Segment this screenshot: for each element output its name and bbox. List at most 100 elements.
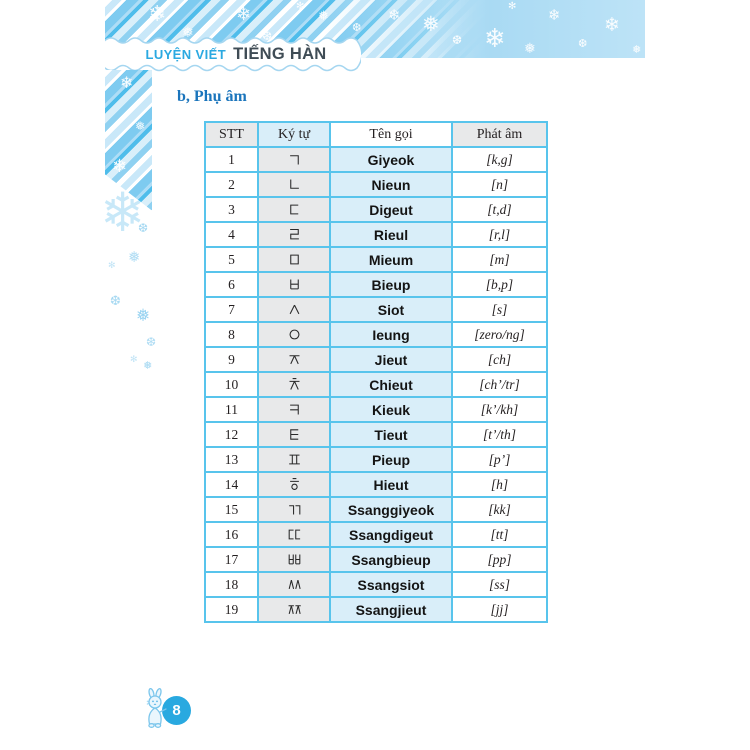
table-row: 16 Ssangdigeut [tt] — [204, 521, 548, 548]
name-cell: Digeut — [329, 196, 453, 223]
header-phat-am: Phát âm — [451, 121, 548, 148]
table-row: 2 Nieun [n] — [204, 171, 548, 198]
name-cell: Giyeok — [329, 146, 453, 173]
pronunciation-cell: [zero/ng] — [451, 321, 548, 348]
row-number-cell: 14 — [204, 471, 259, 498]
row-number-cell: 1 — [204, 146, 259, 173]
character-cell — [257, 271, 331, 298]
snowflake-icon: ✻ — [130, 355, 138, 365]
table-row: 1 Giyeok [k,g] — [204, 146, 548, 173]
row-number-cell: 11 — [204, 396, 259, 423]
character-cell — [257, 546, 331, 573]
character-cell — [257, 571, 331, 598]
snowflake-icon: ❅ — [136, 306, 151, 326]
row-number-cell: 10 — [204, 371, 259, 398]
name-cell: Jieut — [329, 346, 453, 373]
character-cell — [257, 371, 331, 398]
row-number-cell: 9 — [204, 346, 259, 373]
page-number-badge: 8 — [162, 696, 191, 725]
row-number-cell: 19 — [204, 596, 259, 623]
character-cell — [257, 596, 331, 623]
table-row: 5 Mieum [m] — [204, 246, 548, 273]
table-row: 10 Chieut [ch’/tr] — [204, 371, 548, 398]
snowflake-icon: ❆ — [110, 294, 121, 309]
pronunciation-cell: [p’] — [451, 446, 548, 473]
row-number-cell: 8 — [204, 321, 259, 348]
character-cell — [257, 396, 331, 423]
name-cell: Ssanggiyeok — [329, 496, 453, 523]
character-cell — [257, 221, 331, 248]
table-row: 12 Tieut [t’/th] — [204, 421, 548, 448]
name-cell: Chieut — [329, 371, 453, 398]
pronunciation-cell: [k’/kh] — [451, 396, 548, 423]
snowflake-icon: ❅ — [128, 248, 141, 266]
table-row: 17 Ssangbieup [pp] — [204, 546, 548, 573]
snowflake-icon: ❆ — [146, 335, 157, 349]
name-cell: Ssangdigeut — [329, 521, 453, 548]
character-cell — [257, 346, 331, 373]
table-row: 4 Rieul [r,l] — [204, 221, 548, 248]
pronunciation-cell: [m] — [451, 246, 548, 273]
table-row: 13 Pieup [p’] — [204, 446, 548, 473]
character-cell — [257, 421, 331, 448]
name-cell: Mieum — [329, 246, 453, 273]
pronunciation-cell: [jj] — [451, 596, 548, 623]
header-ten-goi: Tên gọi — [329, 121, 453, 148]
consonant-table: STT Ký tự Tên gọi Phát âm 1 Giyeok [k,g] 2 N… — [204, 121, 548, 623]
character-cell — [257, 171, 331, 198]
banner-wavy-frame — [105, 37, 361, 72]
name-cell: Ieung — [329, 321, 453, 348]
pronunciation-cell: [ch’/tr] — [451, 371, 548, 398]
row-number-cell: 18 — [204, 571, 259, 598]
character-cell — [257, 321, 331, 348]
pronunciation-cell: [t’/th] — [451, 421, 548, 448]
character-cell — [257, 471, 331, 498]
table-row: 7 Siot [s] — [204, 296, 548, 323]
pronunciation-cell: [b,p] — [451, 271, 548, 298]
name-cell: Ssangjieut — [329, 596, 453, 623]
pronunciation-cell: [tt] — [451, 521, 548, 548]
character-cell — [257, 196, 331, 223]
character-cell — [257, 296, 331, 323]
table-row: 19 Ssangjieut [jj] — [204, 596, 548, 623]
row-number-cell: 5 — [204, 246, 259, 273]
row-number-cell: 13 — [204, 446, 259, 473]
name-cell: Siot — [329, 296, 453, 323]
name-cell: Bieup — [329, 271, 453, 298]
name-cell: Hieut — [329, 471, 453, 498]
section-heading: b, Phụ âm — [177, 88, 247, 105]
pronunciation-cell: [k,g] — [451, 146, 548, 173]
page-number: 8 — [172, 702, 181, 719]
name-cell: Rieul — [329, 221, 453, 248]
pronunciation-cell: [r,l] — [451, 221, 548, 248]
character-cell — [257, 496, 331, 523]
table-row: 11 Kieuk [k’/kh] — [204, 396, 548, 423]
snowflake-icon: ❆ — [138, 221, 149, 235]
row-number-cell: 6 — [204, 271, 259, 298]
name-cell: Pieup — [329, 446, 453, 473]
table-row: 3 Digeut [t,d] — [204, 196, 548, 223]
character-cell — [257, 446, 331, 473]
left-stripes-ribbon — [105, 70, 152, 211]
header-blue-band — [430, 0, 645, 58]
row-number-cell: 12 — [204, 421, 259, 448]
consonant-table-body: 1 Giyeok [k,g] 2 Nieun [n] 3 Digeut [t,d] 4 Rieul[… — [204, 146, 548, 623]
name-cell: Nieun — [329, 171, 453, 198]
character-cell — [257, 521, 331, 548]
pronunciation-cell: [t,d] — [451, 196, 548, 223]
table-row: 6 Bieup [b,p] — [204, 271, 548, 298]
pronunciation-cell: [h] — [451, 471, 548, 498]
table-header-row: STT Ký tự Tên gọi Phát âm — [204, 121, 548, 148]
row-number-cell: 7 — [204, 296, 259, 323]
row-number-cell: 3 — [204, 196, 259, 223]
pronunciation-cell: [ch] — [451, 346, 548, 373]
table-row: 14 Hieut [h] — [204, 471, 548, 498]
pronunciation-cell: [s] — [451, 296, 548, 323]
table-row: 9 Jieut [ch] — [204, 346, 548, 373]
pronunciation-cell: [n] — [451, 171, 548, 198]
name-cell: Tieut — [329, 421, 453, 448]
chapter-banner: LUYỆN VIẾT TIẾNG HÀN — [105, 36, 361, 72]
row-number-cell: 17 — [204, 546, 259, 573]
snow-bunny-mascot-icon — [148, 688, 167, 728]
